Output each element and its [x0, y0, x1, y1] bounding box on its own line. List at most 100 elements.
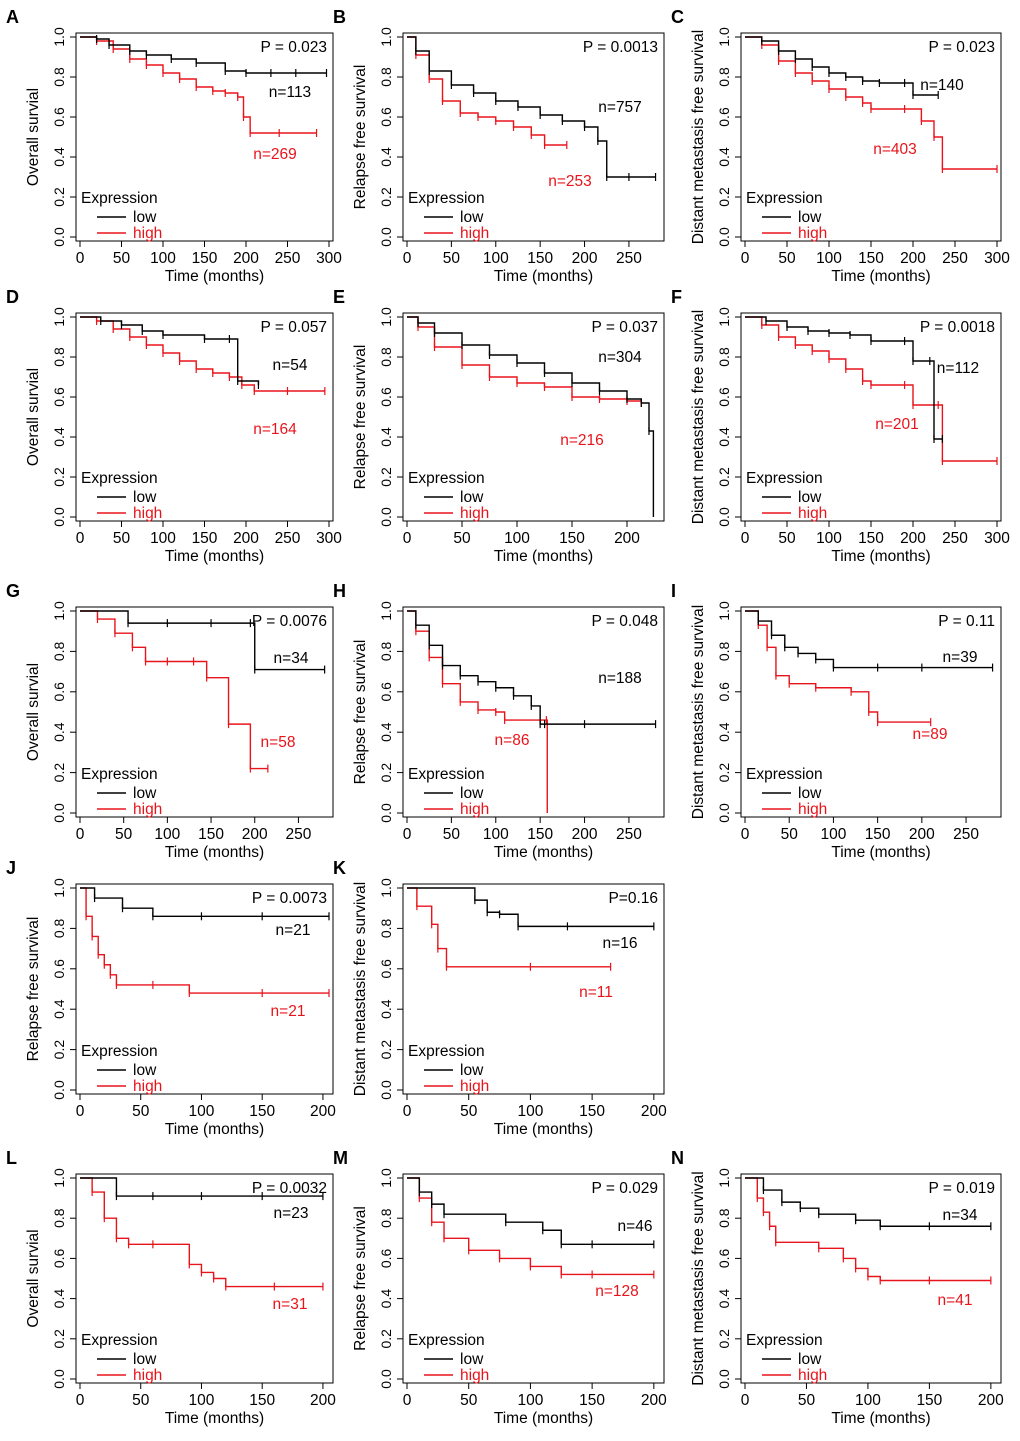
- legend-low-label: low: [460, 785, 484, 802]
- y-tick-label: 0.2: [716, 187, 732, 207]
- y-tick-label: 0.8: [51, 1208, 67, 1228]
- panel-H: H 0.0 0.2 0.4 0.6 0.8 1.0 Relapse free survival…: [333, 581, 665, 861]
- panel-label: K: [333, 858, 346, 878]
- y-tick-label: 0.2: [378, 763, 394, 783]
- y-axis-label: Relapse free survival: [352, 345, 369, 490]
- plot-frame: [75, 312, 334, 522]
- panel-G: G 0.0 0.2 0.4 0.6 0.8 1.0 Overall survial 0 50 100…: [6, 581, 334, 861]
- y-tick-label: 1.0: [716, 27, 732, 47]
- y-tick-label: 0.4: [51, 722, 67, 742]
- legend-low-label: low: [798, 1351, 822, 1368]
- y-axis-label: Overall survial: [25, 663, 42, 761]
- plot-frame: [740, 606, 1002, 818]
- x-tick-label: 0: [76, 826, 85, 843]
- legend-title: Expression: [81, 1043, 158, 1060]
- km-curve-high: [80, 1177, 323, 1288]
- y-tick-label: 0.4: [51, 999, 67, 1019]
- plot-frame: [402, 312, 665, 522]
- x-tick-label: 100: [816, 530, 842, 547]
- y-axis-label: Distant metastasis free survival: [690, 30, 707, 245]
- p-value: P = 0.11: [938, 613, 995, 630]
- y-axis-label: Relapse free survival: [352, 1206, 369, 1351]
- n-label-low: n=46: [618, 1218, 653, 1235]
- x-tick-label: 150: [198, 826, 224, 843]
- x-tick-label: 100: [150, 530, 176, 547]
- panel-label: L: [6, 1148, 17, 1168]
- legend-high-label: high: [798, 505, 827, 522]
- y-tick-label: 0.0: [716, 507, 732, 527]
- y-tick-label: 0.4: [716, 1289, 732, 1309]
- legend-title: Expression: [408, 1332, 485, 1349]
- legend-high-label: high: [798, 1367, 827, 1384]
- plot-frame: [402, 1173, 665, 1384]
- x-axis-label: Time (months): [165, 844, 264, 861]
- km-curve-high: [745, 610, 931, 723]
- x-tick-label: 0: [403, 1392, 412, 1409]
- y-tick-label: 0.0: [51, 507, 67, 527]
- x-axis-label: Time (months): [831, 268, 930, 285]
- x-tick-label: 200: [641, 1392, 667, 1409]
- panel-label: J: [6, 858, 16, 878]
- panel-B: B 0.0 0.2 0.4 0.6 0.8 1.0 Relapse free survival…: [333, 7, 665, 285]
- plot-frame: [75, 32, 334, 242]
- x-tick-label: 50: [460, 1392, 478, 1409]
- x-tick-label: 0: [403, 250, 412, 267]
- panel-label: C: [671, 7, 684, 27]
- plot-frame: [402, 883, 665, 1095]
- x-tick-label: 50: [460, 1103, 478, 1120]
- legend-high-label: high: [133, 1367, 162, 1384]
- p-value: P = 0.0073: [252, 890, 327, 907]
- y-tick-label: 0.4: [378, 1289, 394, 1309]
- n-label-low: n=140: [920, 77, 964, 94]
- plot-frame: [402, 606, 665, 818]
- x-tick-label: 100: [483, 250, 509, 267]
- x-tick-label: 50: [443, 250, 461, 267]
- km-curve-high: [80, 887, 329, 994]
- y-tick-label: 0.4: [716, 427, 732, 447]
- y-tick-label: 0.0: [378, 803, 394, 823]
- legend-title: Expression: [408, 1043, 485, 1060]
- y-tick-label: 0.0: [51, 1369, 67, 1389]
- panel-I: I 0.0 0.2 0.4 0.6 0.8 1.0 Distant metastasis fr…: [671, 581, 1002, 861]
- x-tick-label: 250: [953, 826, 979, 843]
- x-tick-label: 50: [113, 530, 131, 547]
- x-tick-label: 150: [858, 250, 884, 267]
- x-tick-label: 0: [403, 826, 412, 843]
- y-tick-label: 0.4: [378, 999, 394, 1019]
- x-tick-label: 0: [741, 1392, 750, 1409]
- x-tick-label: 100: [820, 826, 846, 843]
- panel-label: B: [333, 7, 346, 27]
- y-tick-label: 0.2: [378, 1329, 394, 1349]
- x-tick-label: 100: [154, 826, 180, 843]
- p-value: P = 0.048: [591, 613, 658, 630]
- x-tick-label: 150: [579, 1103, 605, 1120]
- x-tick-label: 250: [616, 250, 642, 267]
- km-curve-high: [407, 36, 567, 146]
- x-axis-label: Time (months): [165, 548, 264, 565]
- x-tick-label: 150: [916, 1392, 942, 1409]
- x-tick-label: 150: [579, 1392, 605, 1409]
- legend-high-label: high: [798, 225, 827, 242]
- p-value: P = 0.0013: [583, 39, 658, 56]
- n-label-high: n=21: [271, 1003, 306, 1020]
- p-value: P = 0.0076: [252, 613, 327, 630]
- y-tick-label: 0.6: [378, 682, 394, 702]
- p-value: P = 0.023: [260, 39, 327, 56]
- y-tick-label: 0.0: [51, 227, 67, 247]
- y-tick-label: 0.8: [378, 67, 394, 87]
- y-tick-label: 0.6: [51, 682, 67, 702]
- y-tick-label: 0.4: [378, 427, 394, 447]
- legend-low-label: low: [133, 489, 157, 506]
- n-label-high: n=58: [261, 734, 296, 751]
- legend-title: Expression: [81, 1332, 158, 1349]
- y-tick-label: 1.0: [51, 307, 67, 327]
- n-label-low: n=21: [276, 922, 311, 939]
- x-axis-label: Time (months): [165, 1121, 264, 1138]
- x-tick-label: 50: [778, 250, 796, 267]
- p-value: P = 0.037: [591, 319, 658, 336]
- y-tick-label: 1.0: [716, 601, 732, 621]
- y-tick-label: 0.4: [716, 147, 732, 167]
- panel-D: D 0.0 0.2 0.4 0.6 0.8 1.0 Overall survial 0 50 100…: [6, 287, 342, 565]
- x-tick-label: 200: [242, 826, 268, 843]
- y-tick-label: 0.2: [378, 187, 394, 207]
